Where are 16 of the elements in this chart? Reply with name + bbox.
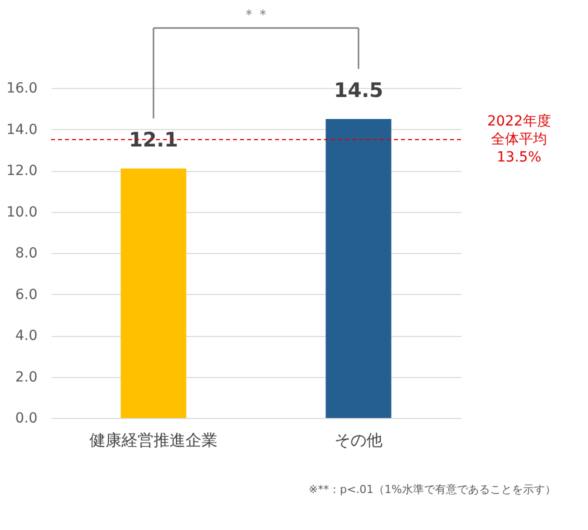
y-tick-label: 6.0 bbox=[15, 286, 38, 303]
text: ＊＊ bbox=[242, 7, 270, 23]
data-label: 12.1 bbox=[128, 127, 178, 152]
y-tick-label: 10.0 bbox=[6, 204, 38, 220]
y-tick-label: 12.0 bbox=[6, 163, 38, 179]
data-label: 14.5 bbox=[334, 78, 384, 102]
y-tick-label: 14.0 bbox=[6, 122, 38, 138]
y-tick-label: 4.0 bbox=[15, 328, 38, 344]
y-tick-label: 16.0 bbox=[6, 80, 38, 96]
x-tick-label: 健康経営推進企業 bbox=[90, 430, 218, 450]
x-tick-label: その他 bbox=[334, 430, 382, 450]
y-tick-label: 0.0 bbox=[15, 410, 38, 426]
y-tick-label: 2.0 bbox=[15, 369, 38, 386]
ref-line-label: 2022年度全体平均13.5% bbox=[487, 114, 551, 166]
y-tick-label: 8.0 bbox=[15, 246, 38, 262]
text: ※**：p<.01（1%水準で有意であることを示す） bbox=[308, 483, 556, 496]
